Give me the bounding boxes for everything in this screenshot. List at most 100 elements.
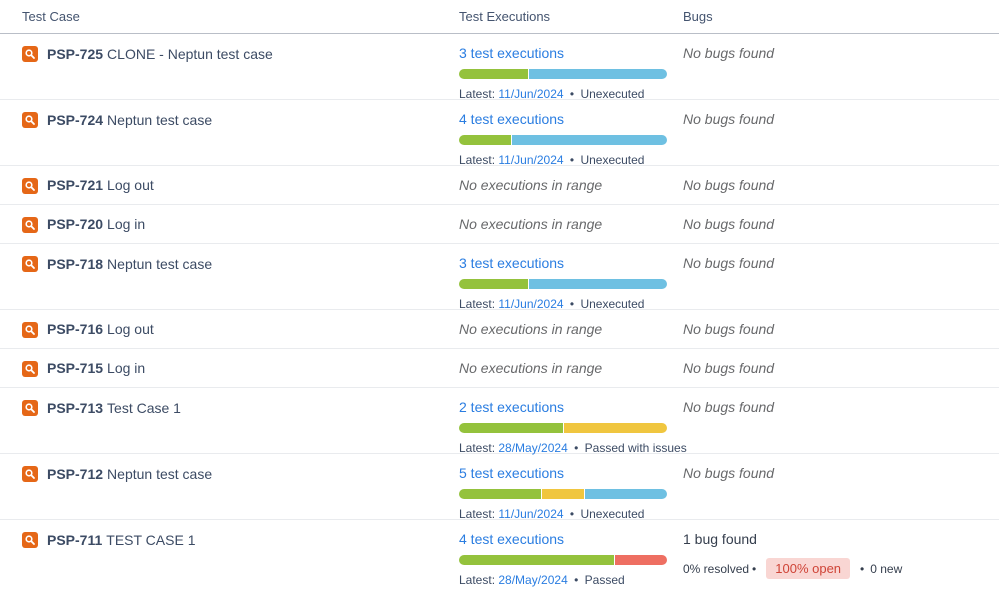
no-bugs-text: No bugs found [683,177,775,193]
test-case-summary: Neptun test case [107,256,213,272]
test-case-key: PSP-718 [47,256,104,272]
latest-label: Latest: [459,87,496,101]
test-case-key: PSP-713 [47,400,104,416]
bullet-separator: • [569,507,575,521]
test-executions-link[interactable]: 5 test executions [459,465,565,481]
table-row: PSP-718 Neptun test case 3 test execution… [0,244,999,311]
latest-label: Latest: [459,441,496,455]
latest-date-link[interactable]: 11/Jun/2024 [498,153,564,167]
test-executions-link[interactable]: 3 test executions [459,45,565,61]
latest-label: Latest: [459,573,496,587]
latest-date-link[interactable]: 11/Jun/2024 [498,87,564,101]
executions-progress-bar [459,279,667,289]
latest-status: Passed [584,573,625,587]
latest-status: Unexecuted [580,507,645,521]
test-case-title: PSP-720 Log in [47,215,145,233]
bar-segment-unexecuted [511,135,667,145]
column-header-bugs: Bugs [683,9,713,24]
test-case-icon [22,321,38,338]
latest-label: Latest: [459,507,496,521]
bugs-open-badge: 100% open [766,558,851,579]
bar-segment-passed [459,423,563,433]
test-case-key: PSP-720 [47,216,104,232]
executions-block: 3 test executions Latest: 11/Jun/2024 • … [459,45,667,101]
latest-date-link[interactable]: 11/Jun/2024 [498,297,564,311]
test-case-icon [22,360,38,377]
no-executions-text: No executions in range [459,360,603,376]
test-case-icon [22,466,38,482]
bar-segment-unexecuted [529,279,667,289]
bar-segment-unexecuted [584,489,667,499]
column-header-test-executions: Test Executions [459,9,551,24]
test-case-summary: TEST CASE 1 [106,532,196,548]
latest-status: Passed with issues [584,441,687,455]
bullet-separator: • [569,153,575,167]
test-case-title: PSP-715 Log in [47,359,145,377]
test-case-key: PSP-711 [47,532,103,548]
bugs-detail-block: 1 bug found 0% resolved • 100% open • 0 … [683,531,902,579]
test-case-summary: Neptun test case [107,112,213,128]
no-bugs-text: No bugs found [683,321,775,337]
test-case-title: PSP-712 Neptun test case [47,465,212,483]
test-case-icon [22,216,38,233]
executions-block: 3 test executions Latest: 11/Jun/2024 • … [459,255,667,311]
latest-execution-line: Latest: 11/Jun/2024 • Unexecuted [459,87,667,101]
bugs-resolved-text: 0% resolved [683,561,750,576]
bar-segment-passed [459,279,529,289]
latest-date-link[interactable]: 28/May/2024 [498,573,568,587]
no-bugs-text: No bugs found [683,360,775,376]
test-case-key: PSP-712 [47,466,104,482]
executions-block: 5 test executions Latest: 11/Jun/2024 • … [459,465,667,521]
test-case-summary: Log out [107,321,154,337]
test-case-icon [22,112,38,128]
test-case-title: PSP-711 TEST CASE 1 [47,531,195,549]
test-case-title: PSP-725 CLONE - Neptun test case [47,45,273,63]
test-executions-link[interactable]: 4 test executions [459,531,565,547]
bar-segment-passed_with_issues [542,489,584,499]
latest-label: Latest: [459,297,496,311]
test-case-key: PSP-716 [47,321,104,337]
test-executions-link[interactable]: 3 test executions [459,255,565,271]
test-case-key: PSP-724 [47,112,104,128]
bar-segment-passed [459,135,511,145]
bar-segment-passed [459,555,615,565]
bullet-separator: • [752,561,757,576]
no-executions-text: No executions in range [459,177,603,193]
no-bugs-text: No bugs found [683,465,775,481]
no-bugs-text: No bugs found [683,255,775,271]
table-row: PSP-712 Neptun test case 5 test execution… [0,454,999,521]
bullet-separator: • [574,573,579,587]
table-row: PSP-715 Log in No executions in range No … [0,349,999,388]
no-executions-text: No executions in range [459,216,603,232]
test-executions-link[interactable]: 4 test executions [459,111,565,127]
bullet-separator: • [860,561,865,576]
bar-segment-passed [459,489,542,499]
test-case-key: PSP-715 [47,360,104,376]
table-row: PSP-721 Log out No executions in range No… [0,166,999,205]
test-case-icon [22,256,38,272]
latest-date-link[interactable]: 28/May/2024 [498,441,568,455]
bar-segment-unexecuted [529,69,667,79]
bullet-separator: • [569,87,575,101]
latest-status: Unexecuted [580,297,645,311]
table-header: Test Case Test Executions Bugs [0,0,999,34]
test-case-key: PSP-725 [47,46,104,62]
bullet-separator: • [574,441,579,455]
test-case-icon [22,177,38,194]
table-row: PSP-724 Neptun test case 4 test execution… [0,100,999,167]
table-row: PSP-720 Log in No executions in range No … [0,205,999,244]
bar-segment-failed [615,555,667,565]
test-executions-link[interactable]: 2 test executions [459,399,565,415]
latest-date-link[interactable]: 11/Jun/2024 [498,507,564,521]
test-case-summary: Log out [107,177,154,193]
no-bugs-text: No bugs found [683,216,775,232]
table-row: PSP-716 Log out No executions in range No… [0,310,999,349]
no-executions-text: No executions in range [459,321,603,337]
test-case-summary: CLONE - Neptun test case [107,46,273,62]
executions-block: 2 test executions Latest: 28/May/2024 • … [459,399,687,455]
test-case-title: PSP-716 Log out [47,320,154,338]
bugs-new-text: 0 new [870,561,903,576]
table-row: PSP-711 TEST CASE 1 4 test executions Lat… [0,520,999,589]
test-case-summary: Neptun test case [107,466,213,482]
